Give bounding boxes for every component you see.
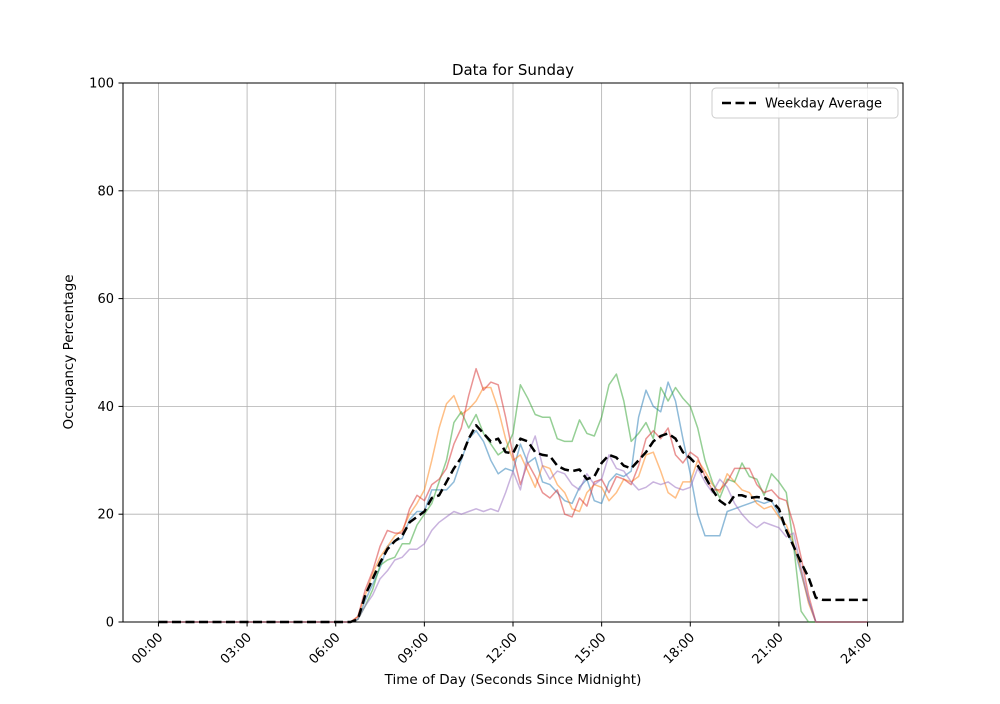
x-tick-label: 21:00 <box>750 630 787 667</box>
y-tick-label: 60 <box>97 292 114 307</box>
y-axis-label: Occupancy Percentage <box>61 274 77 429</box>
y-tick-label: 20 <box>97 508 114 523</box>
x-tick-label: 15:00 <box>572 630 609 667</box>
x-tick-label: 00:00 <box>129 630 166 667</box>
legend-entry-label: Weekday Average <box>765 97 882 112</box>
tick-layer: 0 20 40 60 80 100 00:00 03:00 06:00 09:00 12:00 15:… <box>89 77 875 668</box>
y-tick-label: 100 <box>89 77 114 92</box>
y-tick-label: 40 <box>97 400 114 415</box>
x-tick-label: 24:00 <box>838 630 875 667</box>
x-tick-label: 18:00 <box>661 630 698 667</box>
x-tick-label: 03:00 <box>218 630 255 667</box>
y-tick-label: 80 <box>97 184 114 199</box>
legend-box <box>711 87 899 119</box>
line-5-line <box>158 435 868 623</box>
x-tick-label: 12:00 <box>484 630 521 667</box>
chart-title: Data for Sunday <box>452 61 574 79</box>
legend: Weekday Average <box>711 87 899 119</box>
x-tick-label: 09:00 <box>395 630 432 667</box>
x-tick-label: 06:00 <box>306 630 343 667</box>
x-axis-label: Time of Day (Seconds Since Midnight) <box>384 672 642 688</box>
series-layer <box>158 367 868 624</box>
y-tick-label: 0 <box>106 616 114 631</box>
grid-layer <box>123 82 903 623</box>
